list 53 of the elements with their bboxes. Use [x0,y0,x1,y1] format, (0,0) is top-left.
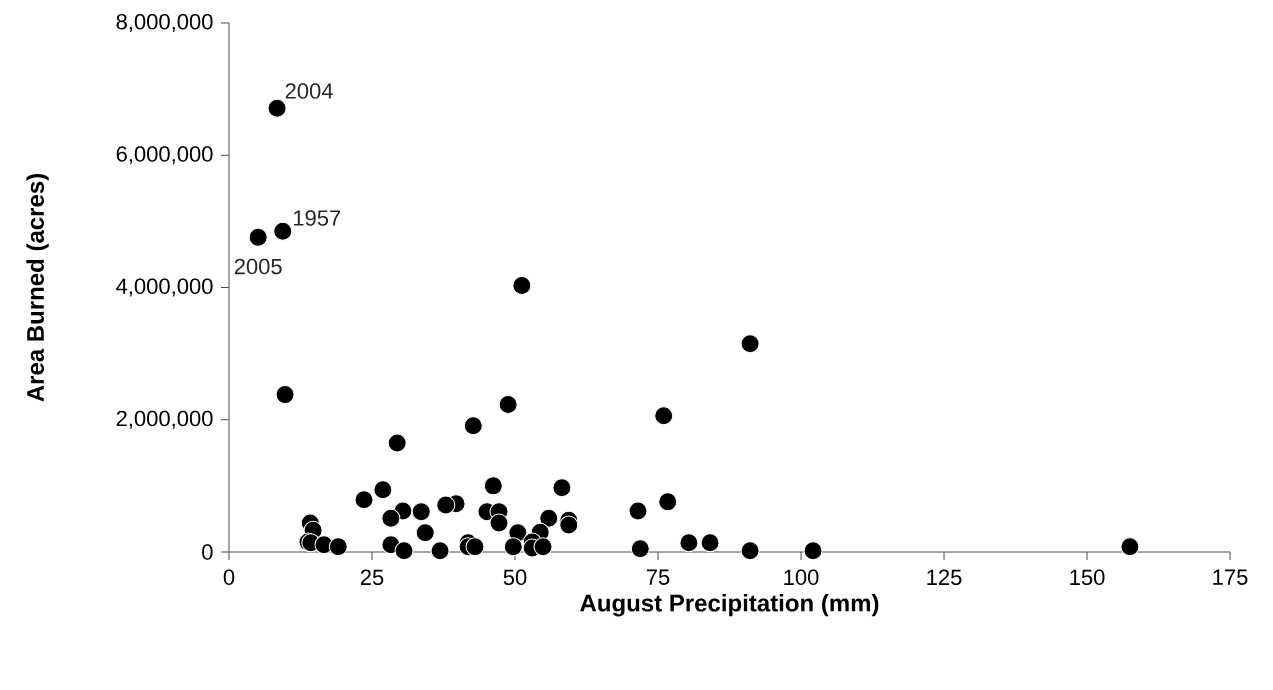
point [533,537,553,557]
point [539,508,559,528]
point [275,385,295,405]
point [465,537,485,557]
point [354,490,374,510]
y-axis-title: Area Burned (acres) [26,174,49,402]
x-tick-label: 0 [223,569,235,586]
point [381,508,401,528]
point [394,541,414,561]
point [489,513,509,533]
x-tick-label: 100 [784,569,819,586]
point [740,334,760,354]
x-tick-label: 50 [503,569,527,586]
point [628,501,648,521]
y-tick-label: 4,000,000 [116,278,213,297]
point [415,523,435,543]
x-tick-label: 25 [360,569,384,586]
x-tick-label: 125 [927,569,962,586]
point [700,533,720,553]
point [411,502,431,522]
annotation: 2004 [285,83,333,99]
annotation: 1957 [293,210,341,226]
point [1120,537,1140,557]
point [430,541,450,561]
point [803,541,823,561]
point [512,276,532,296]
y-tick-label: 6,000,000 [116,146,213,165]
x-tick-label: 75 [646,569,670,585]
point [373,480,393,500]
point [630,539,650,559]
point [463,416,483,436]
point [273,221,293,241]
point [658,492,678,512]
x-tick-label: 175 [1213,569,1248,585]
point [248,227,268,247]
point [267,98,287,118]
point [436,495,456,515]
point [654,406,674,426]
y-tick-label: 0 [202,544,213,560]
point [559,515,579,535]
y-tick-label: 8,000,000 [116,13,213,33]
point [328,537,348,557]
point [498,395,518,415]
x-tick-label: 150 [1070,569,1105,586]
x-axis-title: August Precipitation (mm) [580,593,879,617]
point [740,541,760,561]
point [387,433,407,453]
annotation: 2005 [234,258,282,275]
point [483,476,503,496]
point [552,478,572,498]
point [503,537,523,557]
point [679,533,699,553]
y-tick-label: 2,000,000 [116,410,213,429]
